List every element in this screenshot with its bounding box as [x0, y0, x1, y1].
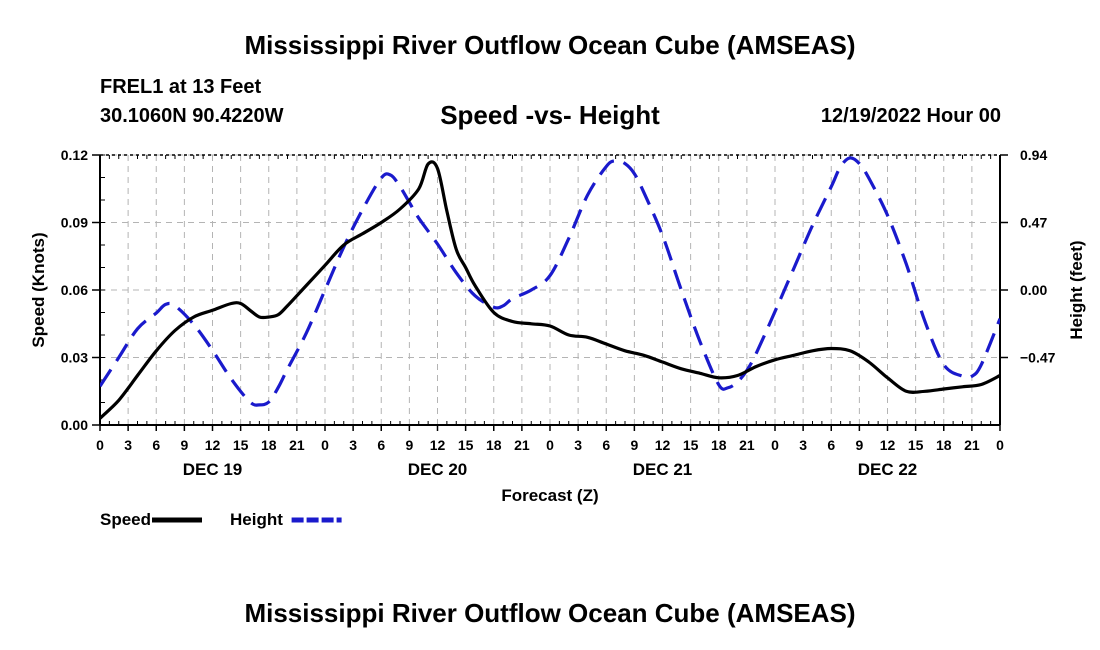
x-tick-label: 21 — [289, 437, 305, 453]
x-tick-label: 6 — [152, 437, 160, 453]
x-tick-label: 15 — [233, 437, 249, 453]
x-tick-label: 0 — [996, 437, 1004, 453]
x-tick-label: 18 — [936, 437, 952, 453]
right-tick-label: 0.94 — [1020, 147, 1047, 163]
x-tick-label: 18 — [261, 437, 277, 453]
x-tick-label: 21 — [514, 437, 530, 453]
left-tick-label: 0.09 — [61, 215, 88, 231]
coordinates-label: 30.1060N 90.4220W — [100, 105, 284, 127]
grid-layer — [100, 154, 1000, 425]
left-tick-label: 0.12 — [61, 147, 88, 163]
x-tick-label: 12 — [655, 437, 671, 453]
right-tick-label: 0.47 — [1020, 215, 1047, 231]
series-layer — [100, 156, 1000, 420]
chart-title: Mississippi River Outflow Ocean Cube (AM… — [244, 30, 856, 60]
right-tick-label: 0.00 — [1020, 282, 1047, 298]
legend-label-height: Height — [230, 510, 283, 529]
x-tick-label: 6 — [602, 437, 610, 453]
x-tick-label: 9 — [630, 437, 638, 453]
left-tick-label: 0.03 — [61, 350, 88, 366]
speed-series-line — [100, 160, 1000, 420]
datetime-label: 12/19/2022 Hour 00 — [820, 105, 1001, 127]
x-tick-label: 9 — [855, 437, 863, 453]
footer-title: Mississippi River Outflow Ocean Cube (AM… — [244, 598, 856, 628]
legend-layer: Speed Height — [100, 510, 342, 529]
x-tick-label: 21 — [739, 437, 755, 453]
left-tick-label: 0.06 — [61, 282, 88, 298]
right-axis-title: Height (feet) — [1067, 240, 1086, 339]
x-tick-label: 6 — [377, 437, 385, 453]
x-tick-label: 12 — [880, 437, 896, 453]
axis-layer — [92, 154, 1008, 431]
label-layer: 0.00 0.03 0.06 0.09 0.12 0.94 0.47 0.00 −0.47 0 3 6… — [29, 147, 1086, 505]
day-label: DEC 22 — [858, 460, 918, 479]
legend-label-speed: Speed — [100, 510, 151, 529]
x-tick-label: 12 — [430, 437, 446, 453]
x-tick-label: 12 — [205, 437, 221, 453]
x-tick-label: 0 — [771, 437, 779, 453]
left-axis-title: Speed (Knots) — [29, 232, 48, 347]
x-tick-label: 15 — [908, 437, 924, 453]
x-tick-label: 15 — [683, 437, 699, 453]
x-tick-label: 0 — [321, 437, 329, 453]
x-tick-label: 21 — [964, 437, 980, 453]
station-label: FREL1 at 13 Feet — [100, 76, 262, 98]
x-tick-label: 0 — [546, 437, 554, 453]
height-series-line — [100, 156, 1000, 407]
x-tick-label: 3 — [574, 437, 582, 453]
left-tick-label: 0.00 — [61, 417, 88, 433]
x-tick-label: 3 — [349, 437, 357, 453]
chart-subtitle: Speed -vs- Height — [440, 100, 660, 130]
x-tick-label: 15 — [458, 437, 474, 453]
day-label: DEC 19 — [183, 460, 243, 479]
day-label: DEC 20 — [408, 460, 468, 479]
x-tick-label: 9 — [405, 437, 413, 453]
x-tick-label: 0 — [96, 437, 104, 453]
x-tick-label: 18 — [711, 437, 727, 453]
x-tick-label: 9 — [180, 437, 188, 453]
x-tick-label: 3 — [799, 437, 807, 453]
x-tick-label: 6 — [827, 437, 835, 453]
x-tick-label: 3 — [124, 437, 132, 453]
day-label: DEC 21 — [633, 460, 693, 479]
x-axis-title: Forecast (Z) — [501, 486, 598, 505]
x-tick-label: 18 — [486, 437, 502, 453]
right-tick-label: −0.47 — [1020, 350, 1056, 366]
